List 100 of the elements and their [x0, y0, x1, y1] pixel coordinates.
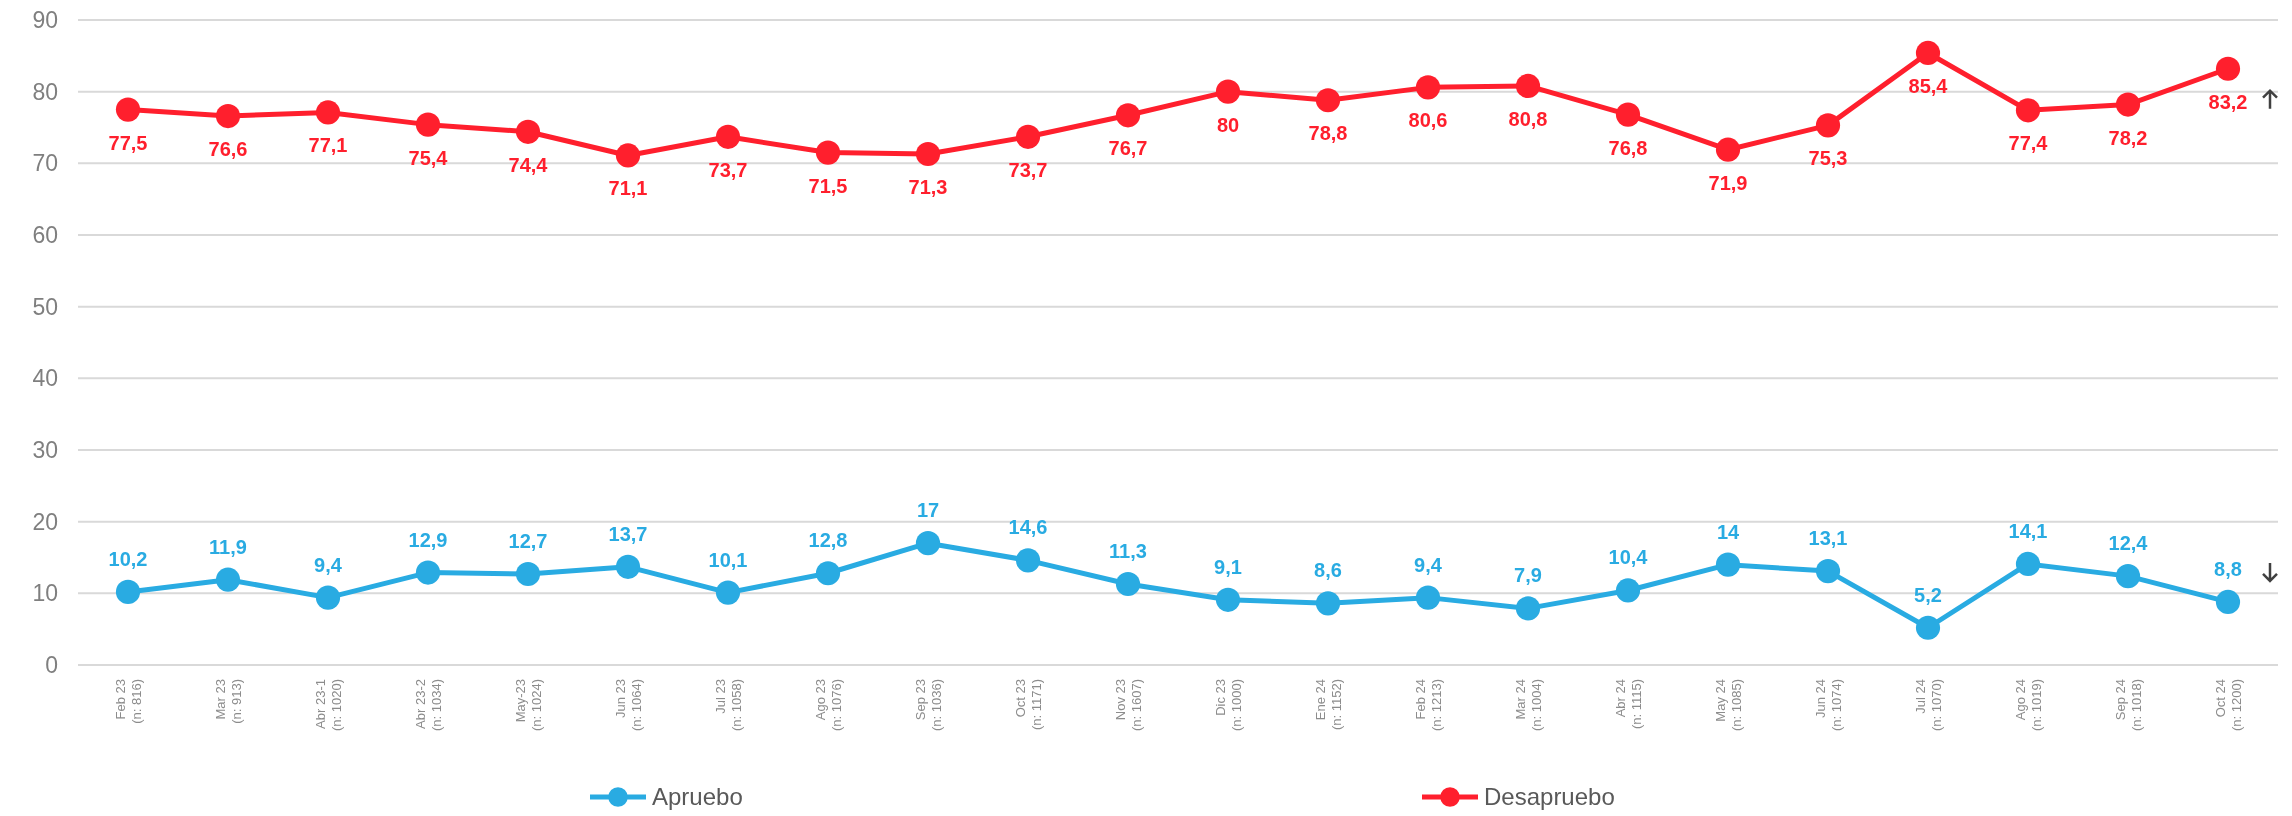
point [415, 112, 441, 137]
point [2015, 551, 2041, 577]
data-label: 14 [1716, 520, 1740, 543]
data-label: 71,5 [808, 174, 848, 197]
point [1415, 75, 1441, 100]
y-tick-label: 60 [32, 222, 58, 249]
point [1515, 73, 1541, 99]
point [515, 119, 541, 144]
x-tick-label: Mar 24 (n: 1004) [1513, 679, 1544, 732]
data-label: 80,6 [1408, 109, 1448, 132]
x-tick-label: Abr 24 (n: 1115) [1613, 679, 1644, 730]
point [215, 567, 241, 592]
data-label: 11,3 [1109, 540, 1147, 563]
point [1715, 137, 1741, 162]
data-label: 74,4 [508, 153, 549, 176]
point [1215, 79, 1241, 104]
y-tick-label: 0 [45, 652, 58, 679]
point [815, 561, 841, 586]
x-tick-label: Nov 23 (n: 1607) [1113, 679, 1144, 732]
data-label: 77,5 [108, 131, 148, 154]
data-label: 75,4 [408, 146, 449, 169]
point [1015, 548, 1041, 573]
data-label: 71,3 [908, 176, 948, 199]
point [1715, 552, 1741, 577]
data-label: 9,1 [1214, 555, 1242, 578]
point [1115, 571, 1141, 597]
point [2115, 92, 2141, 117]
data-label: 76,8 [1608, 136, 1648, 159]
data-label: 10,1 [708, 548, 748, 571]
data-label: 13,7 [608, 522, 648, 545]
data-label: 71,1 [608, 177, 648, 200]
point [1515, 596, 1541, 621]
x-tick-label: Abr 23-2 (n: 1034) [413, 679, 444, 732]
point [1615, 102, 1641, 127]
point [615, 554, 641, 579]
data-label: 77,4 [2008, 132, 2049, 155]
point [215, 103, 241, 129]
point [315, 100, 341, 125]
data-label: 78,2 [2108, 126, 2148, 149]
x-tick-label: Feb 24 (n: 1213) [1413, 679, 1444, 732]
data-label: 14,6 [1008, 516, 1048, 539]
x-tick-label: Dic 23 (n: 1000) [1213, 679, 1244, 732]
point [1915, 615, 1941, 640]
data-label: 17 [916, 499, 940, 522]
y-tick-label: 10 [32, 580, 58, 607]
y-tick-label: 80 [32, 78, 58, 105]
data-label: 8,8 [2214, 557, 2242, 580]
point [915, 531, 941, 556]
legend-label: Desapruebo [1484, 783, 1615, 811]
x-tick-label: May-23 (n: 1024) [513, 679, 544, 732]
data-label: 12,4 [2108, 532, 2149, 555]
point [715, 124, 741, 149]
y-tick-label: 20 [32, 508, 58, 535]
data-label: 7,9 [1514, 564, 1542, 587]
y-tick-label: 90 [32, 7, 58, 34]
point [415, 560, 441, 585]
data-label: 85,4 [1908, 74, 1949, 97]
point [2015, 98, 2041, 123]
x-tick-label: Abr 23-1 (n: 1020) [313, 679, 344, 732]
point [2215, 589, 2241, 615]
x-tick-label: May 24 (n: 1085) [1713, 679, 1744, 732]
point [1915, 40, 1941, 66]
data-label: 10,4 [1608, 546, 1649, 569]
x-tick-label: Feb 23 (n: 816) [113, 679, 144, 724]
data-label: 9,4 [1414, 553, 1443, 576]
x-tick-label: Ago 24 (n: 1019) [2013, 679, 2044, 732]
data-label: 75,3 [1808, 147, 1848, 170]
y-tick-label: 70 [32, 150, 58, 177]
data-label: 14,1 [2008, 519, 2048, 542]
data-label: 80,8 [1508, 107, 1548, 130]
data-label: 8,6 [1314, 559, 1342, 582]
x-tick-label: Jul 23 (n: 1058) [713, 679, 744, 732]
data-label: 11,9 [209, 535, 247, 558]
data-label: 12,8 [808, 529, 848, 552]
point [2115, 564, 2141, 589]
y-tick-label: 50 [32, 293, 58, 320]
x-tick-label: Mar 23 (n: 913) [213, 679, 244, 724]
point [115, 97, 141, 122]
x-tick-label: Oct 23 (n: 1171) [1013, 679, 1044, 731]
data-label: 13,1 [1808, 527, 1848, 550]
x-tick-label: Oct 24 (n: 1200) [2213, 679, 2244, 732]
point [915, 141, 941, 167]
point [1115, 103, 1141, 128]
data-label: 77,1 [308, 134, 348, 157]
y-tick-label: 40 [32, 365, 58, 392]
data-label: 78,8 [1308, 122, 1348, 145]
data-label: 80 [1216, 113, 1240, 136]
point [515, 561, 541, 587]
x-tick-label: Jun 24 (n: 1074) [1813, 679, 1844, 732]
x-tick-label: Jul 24 (n: 1070) [1913, 679, 1944, 732]
data-label: 10,2 [108, 547, 148, 570]
point [715, 580, 741, 605]
point [615, 143, 641, 168]
data-label: 73,7 [708, 158, 748, 181]
point [2215, 56, 2241, 81]
x-tick-label: Sep 24 (n: 1018) [2113, 679, 2144, 732]
data-label: 76,7 [1108, 137, 1148, 160]
data-label: 12,7 [508, 529, 548, 552]
data-label: 12,9 [408, 528, 448, 551]
point [115, 579, 141, 604]
